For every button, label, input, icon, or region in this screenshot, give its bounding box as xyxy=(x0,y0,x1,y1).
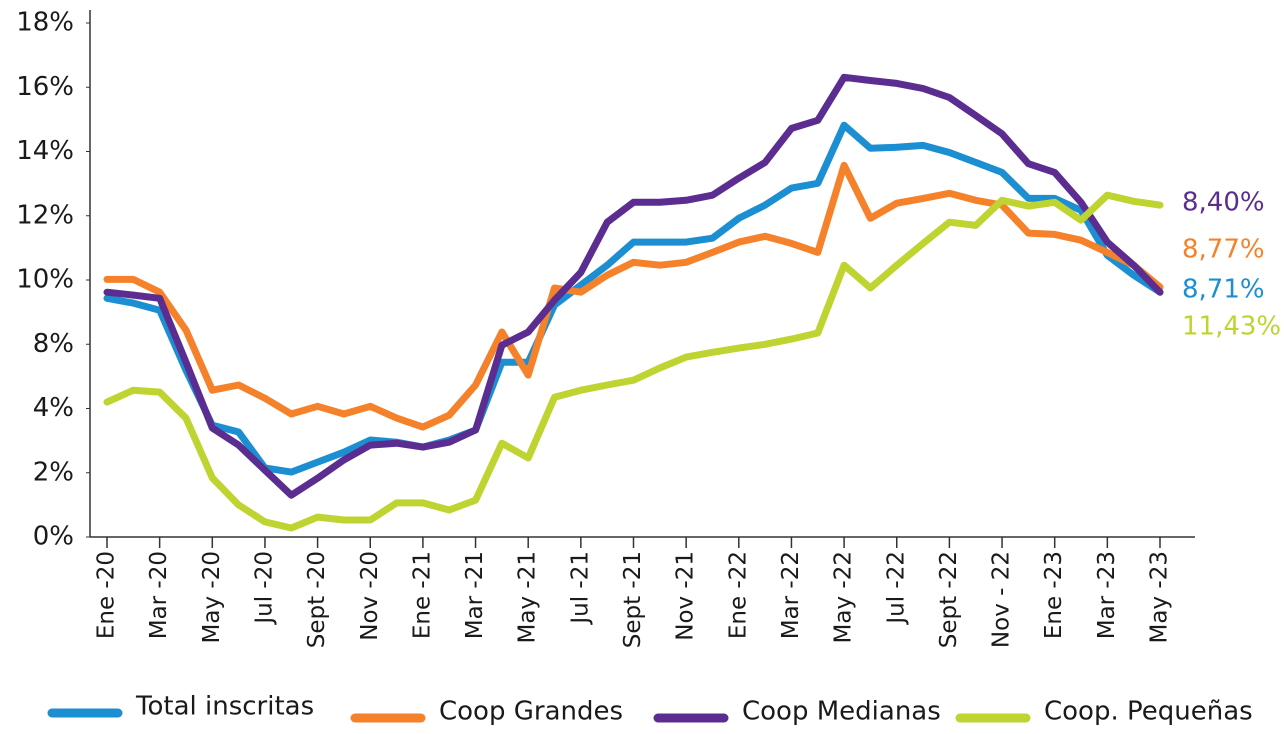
x-tick-label: Jul -22 xyxy=(883,551,909,626)
x-tick-label: May -23 xyxy=(1147,551,1173,643)
end-label: 8,71% xyxy=(1182,275,1265,305)
x-tick-label: May -22 xyxy=(831,551,857,643)
x-tick-label: Jul -21 xyxy=(567,551,593,626)
end-label: 8,77% xyxy=(1182,235,1265,265)
series-line xyxy=(103,73,1164,499)
x-tick-label: Nov - 22 xyxy=(989,551,1015,648)
y-tick-label: 14% xyxy=(16,136,74,166)
legend-label: Coop Medianas xyxy=(742,697,941,727)
x-tick-label: Mar -20 xyxy=(146,551,172,639)
y-tick-label: 12% xyxy=(16,200,74,230)
series-line xyxy=(103,161,1164,431)
x-tick-label: Mar -22 xyxy=(778,551,804,639)
series-line xyxy=(103,191,1164,532)
x-tick-label: Mar -23 xyxy=(1094,551,1120,639)
end-label: 11,43% xyxy=(1182,312,1281,342)
legend-label: Total inscritas xyxy=(135,692,314,722)
y-tick-label: 16% xyxy=(16,72,74,102)
x-tick-label: Ene -22 xyxy=(725,551,751,639)
end-label: 8,40% xyxy=(1182,188,1265,218)
y-tick-label: 0% xyxy=(33,522,74,552)
y-tick-label: 2% xyxy=(33,457,74,487)
x-tick-label: Ene -23 xyxy=(1041,551,1067,639)
x-tick-label: May -21 xyxy=(515,551,541,643)
x-tick-label: Nov -21 xyxy=(673,551,699,641)
y-tick-label: 18% xyxy=(16,8,74,38)
x-tick-label: Sept -22 xyxy=(936,551,962,648)
x-tick-label: Ene -21 xyxy=(409,551,435,639)
legend-label: Coop Grandes xyxy=(439,697,623,727)
x-tick-label: Nov -20 xyxy=(357,551,383,641)
x-tick-label: May -20 xyxy=(199,551,225,643)
y-tick-label: 4% xyxy=(33,393,74,423)
legend-label: Coop. Pequeñas xyxy=(1044,697,1253,727)
x-tick-label: Jul -20 xyxy=(251,551,277,626)
series-line xyxy=(103,121,1164,476)
y-tick-label: 10% xyxy=(16,265,74,295)
y-tick-label: 8% xyxy=(33,329,74,359)
x-tick-label: Sept -20 xyxy=(304,551,330,648)
x-tick-label: Ene -20 xyxy=(94,551,120,639)
x-tick-label: Mar -21 xyxy=(462,551,488,639)
x-tick-label: Sept -21 xyxy=(620,551,646,648)
